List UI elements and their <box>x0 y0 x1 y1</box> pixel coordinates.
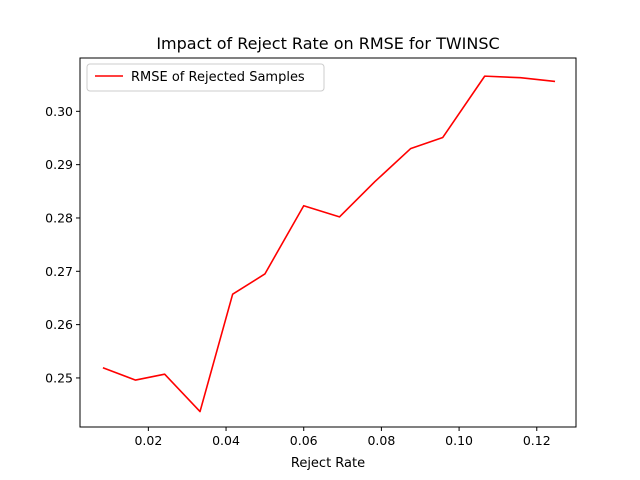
series-layer <box>102 75 556 413</box>
y-tick-label: 0.25 <box>45 370 73 385</box>
y-tick-label: 0.30 <box>45 104 73 119</box>
x-tick-label: 0.04 <box>212 433 240 448</box>
legend-box <box>86 63 325 92</box>
x-tick-label: 0.10 <box>445 433 473 448</box>
x-axis-ticks: 0.02 0.04 0.06 0.08 0.10 0.12 <box>134 427 551 448</box>
x-axis-label: Reject Rate <box>291 456 365 471</box>
series-line-rmse-of-rejected-samples <box>102 75 556 413</box>
y-tick-label: 0.27 <box>45 264 73 279</box>
y-tick-label: 0.28 <box>45 210 73 225</box>
chart-title: Impact of Reject Rate on RMSE for TWINSC <box>156 34 499 53</box>
y-tick-label: 0.26 <box>45 317 73 332</box>
plot-area <box>80 58 576 427</box>
x-tick-label: 0.12 <box>523 433 551 448</box>
y-axis-ticks: 0.25 0.26 0.27 0.28 0.29 0.30 <box>45 104 80 385</box>
y-tick-label: 0.29 <box>45 157 73 172</box>
x-tick-label: 0.02 <box>134 433 162 448</box>
x-tick-label: 0.06 <box>290 433 318 448</box>
legend-entry-label: RMSE of Rejected Samples <box>131 70 305 85</box>
plot-frame <box>79 57 577 428</box>
legend: RMSE of Rejected Samples <box>86 63 325 92</box>
x-tick-label: 0.08 <box>367 433 395 448</box>
